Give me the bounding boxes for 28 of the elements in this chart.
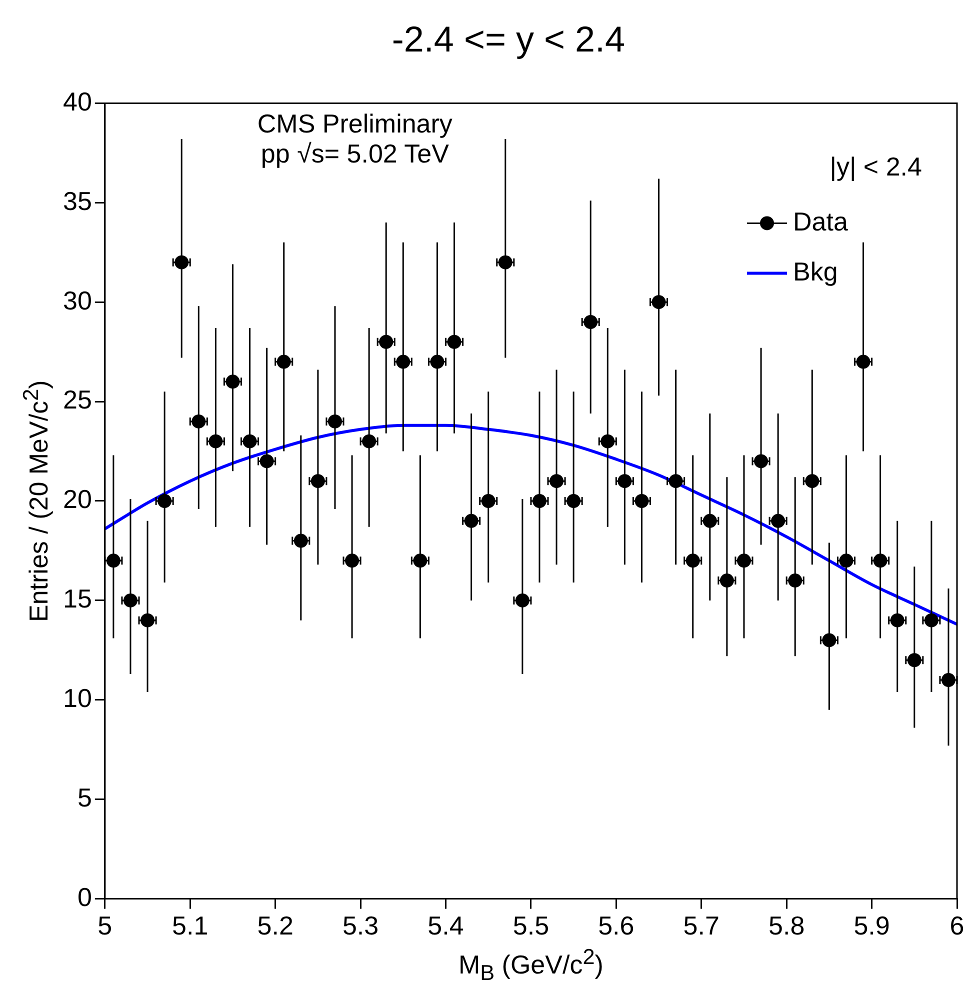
y-tick-label: 10 — [63, 683, 92, 714]
x-tick-label: 5 — [98, 910, 112, 941]
x-tick-label: 5.8 — [768, 910, 805, 941]
x-axis-title: M$_{B}$ (GeV/c$^{2}$) — [458, 944, 604, 986]
y-tick-label: 40 — [63, 86, 92, 116]
line-series — [104, 424, 957, 626]
x-tick-label: 5.9 — [854, 910, 890, 941]
x-tick-label: 5.4 — [428, 910, 464, 941]
y-tick-label: 5 — [77, 782, 92, 813]
x-tick-label: 6 — [950, 910, 964, 941]
annotation: pp √s= 5.02 TeV — [260, 138, 450, 168]
x-tick-label: 5.6 — [598, 910, 634, 941]
y-tick-label: 15 — [63, 584, 92, 614]
x-tick-label: 5.5 — [512, 910, 550, 941]
y-tick-label: 20 — [63, 484, 92, 514]
y-tick-label: 35 — [63, 186, 92, 216]
x-tick-label: 5.2 — [257, 910, 294, 941]
x-tick-label: 5.1 — [172, 910, 208, 941]
y-tick-label: 30 — [63, 285, 92, 316]
legend-label: Data — [793, 206, 848, 236]
y-tick-label: 0 — [77, 882, 92, 912]
y-tick-label: 25 — [63, 384, 92, 415]
x-tick-label: 5.7 — [683, 910, 720, 941]
legend-label: Bkg — [793, 256, 838, 286]
x-tick-label: 5.3 — [342, 910, 379, 941]
chart-title: -2.4 <= y < 2.4 — [392, 18, 626, 60]
annotation: |y| < 2.4 — [830, 151, 922, 182]
annotation: CMS Preliminary — [257, 108, 452, 138]
